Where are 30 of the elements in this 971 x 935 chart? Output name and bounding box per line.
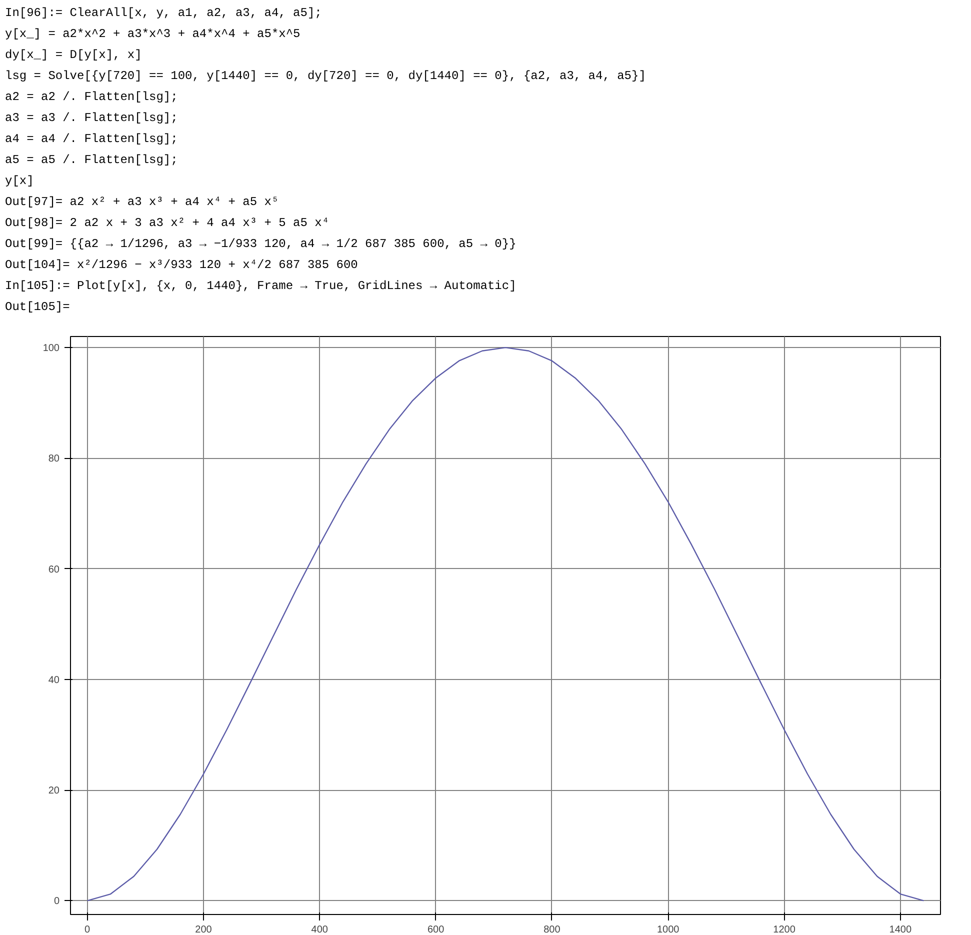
text: y[x_] = a2*x^2 + a3*x^3 + a4*x^4 + a5*x^5 [5,26,302,43]
x-tick-label: 200 [195,924,212,935]
text: Out[98]= 2 a2 x + 3 a3 x² + 4 a4 x³ + 5 a5 x⁴ [5,215,330,232]
text: lsg = Solve[{y[720] == 100, y[1440] == 0, dy[720] == 0, dy[1440] == 0}, {a2, a3, a4, a5}] [5,68,646,85]
y-tick-label: 0 [54,896,60,908]
line-series [86,346,924,902]
y-tick-label: 20 [48,786,60,797]
text: dy[x_] = D[y[x], x] [5,47,143,64]
x-tick-label: 600 [427,924,445,935]
text: a3 = a3 /. Flatten[lsg]; [5,110,179,127]
text: Out[104]= x²/1296 − x³/933 120 + x⁴/2 687 385 600 [5,257,359,274]
y-tick-label: 40 [48,674,60,686]
x-tick-label: 1000 [656,924,680,935]
text: Out[105]= [5,299,71,316]
text: a2 = a2 /. Flatten[lsg]; [5,89,179,106]
x-tick-label: 800 [544,924,561,935]
text: a4 = a4 /. Flatten[lsg]; [5,131,179,148]
y-tick-label: 80 [48,454,60,465]
x-tick-label: 0 [84,924,91,935]
text: Out[97]= a2 x² + a3 x³ + a4 x⁴ + a5 x⁵ [5,194,280,211]
x-tick-label: 1200 [773,924,796,935]
y-tick-label: 60 [48,564,60,576]
x-tick-label: 400 [311,924,328,935]
text: In[96]:= ClearAll[x, y, a1, a2, a3, a4, a5]; [5,5,323,22]
y-tick-label: 100 [42,343,60,354]
text: y[x] [5,173,35,190]
text: Out[99]= {{a2 → 1/1296, a3 → −1/933 120, a4 → 1/2 687 385 600, a5 → 0}} [5,236,518,253]
x-tick-label: 1400 [889,924,912,935]
text: a5 = a5 /. Flatten[lsg]; [5,152,179,169]
text: In[105]:= Plot[y[x], {x, 0, 1440}, Frame → True, GridLines → Automatic] [5,278,518,295]
